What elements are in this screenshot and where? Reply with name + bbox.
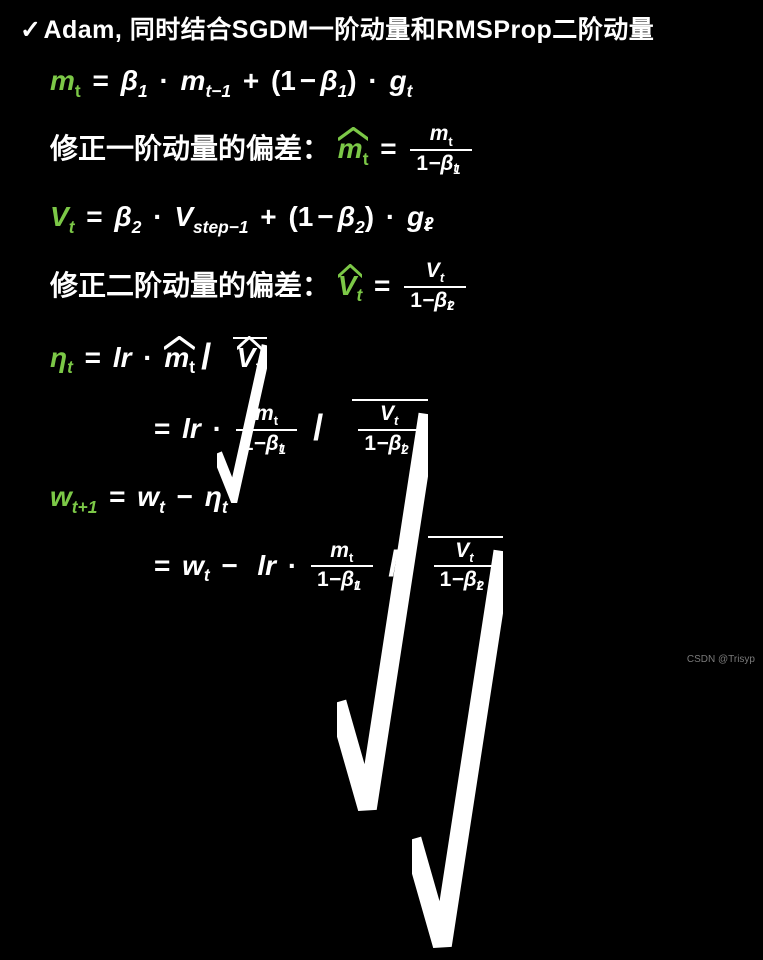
equation-m: mt = β1 · mt−1 + (1−β1) · gt [50,64,743,101]
equation-vhat: 修正二阶动量的偏差： Vt = Vt 1−β2t [50,260,743,315]
equation-v: Vt = β2 · Vstep−1 + (1−β2) · gt2 [50,200,743,237]
equation-mhat: 修正一阶动量的偏差： mt = mt 1−β1t [50,123,743,178]
watermark: CSDN @Trisyp [687,654,755,665]
slide-content: ✓Adam, 同时结合SGDM一阶动量和RMSProp二阶动量 mt = β1 … [0,0,763,627]
equation-w-expanded: = wt − lr · mt 1−β1t / Vt 1−β2t [150,536,743,595]
slide-title: ✓Adam, 同时结合SGDM一阶动量和RMSProp二阶动量 [20,10,743,46]
title-text: Adam, 同时结合SGDM一阶动量和RMSProp二阶动量 [43,16,654,44]
equation-eta: ηt = lr · mt/Vt [50,337,743,381]
equation-eta-expanded: = lr · mt 1−β1t / Vt 1−β2t [150,399,743,458]
check-icon: ✓ [20,15,41,45]
